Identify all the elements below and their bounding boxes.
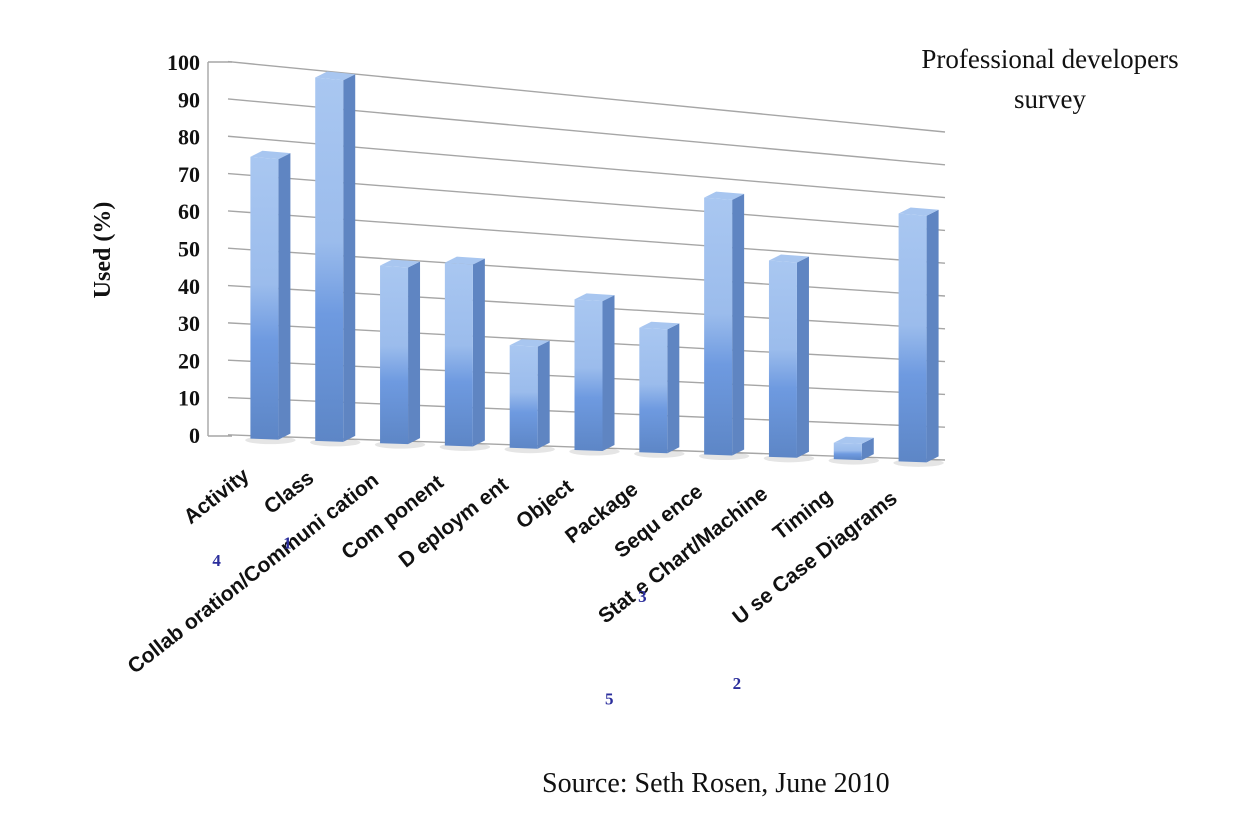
- y-tick-label: 0: [189, 423, 200, 448]
- bar-top: [768, 254, 809, 263]
- rank-annotation: 4: [212, 551, 221, 570]
- bar-side: [343, 74, 356, 442]
- y-tick-label: 20: [178, 348, 200, 373]
- bar-10: [893, 207, 944, 467]
- y-tick-label: 60: [178, 199, 200, 224]
- y-tick-label: 70: [178, 162, 200, 187]
- chart-title-line-2: survey: [1014, 84, 1086, 114]
- bar-top: [444, 256, 485, 265]
- y-tick-label: 80: [178, 125, 200, 150]
- bar-front: [898, 213, 927, 463]
- bar-front: [250, 156, 279, 440]
- bar-side: [861, 437, 874, 461]
- chart-title-line-1: Professional developers: [921, 44, 1179, 74]
- bar-3: [439, 256, 491, 451]
- bar-4: [504, 339, 555, 454]
- y-axis-label: Used (%): [90, 202, 116, 299]
- source-note: Source: Seth Rosen, June 2010: [542, 768, 890, 799]
- bar-front: [380, 265, 409, 445]
- rank-annotations: 4 1 3 5 2: [212, 533, 741, 708]
- y-tick-label: 90: [178, 87, 200, 112]
- bar-top: [833, 436, 874, 444]
- rank-annotation: 1: [283, 533, 292, 552]
- bar-1: [310, 71, 361, 447]
- x-tick-label: Class: [260, 466, 318, 519]
- bar-side: [926, 209, 939, 463]
- bar-0: [245, 150, 296, 445]
- rank-annotation: 3: [638, 587, 647, 606]
- bar-9: [828, 436, 879, 465]
- bar-6: [634, 321, 685, 458]
- bar-top: [704, 191, 745, 200]
- rank-annotation: 5: [605, 689, 614, 708]
- bar-side: [602, 295, 615, 451]
- rank-annotation: 2: [733, 674, 742, 693]
- bar-front: [639, 327, 668, 454]
- gridline-100: [227, 60, 946, 133]
- bar-top: [250, 150, 291, 160]
- y-tick-label: 50: [178, 237, 200, 262]
- y-axis: 0 10 20 30 40 50 60 70 80 90 100: [167, 50, 232, 448]
- bar-top: [509, 339, 550, 347]
- bar-side: [408, 261, 421, 445]
- bar-2: [374, 259, 426, 449]
- bar-side: [796, 256, 809, 458]
- bars: [245, 71, 944, 467]
- y-tick-label: 10: [178, 386, 200, 411]
- bar-top: [574, 293, 615, 302]
- bar-front: [574, 299, 603, 451]
- y-tick-label: 30: [178, 311, 200, 336]
- bar-8: [763, 254, 815, 463]
- bar-side: [667, 323, 680, 454]
- bar-7: [698, 191, 750, 461]
- bar-top: [639, 321, 680, 330]
- bar-side: [472, 258, 485, 447]
- bar-side: [278, 153, 291, 440]
- bar-top: [898, 207, 939, 216]
- x-tick-label: Collab oration/Communi cation: [123, 468, 383, 678]
- x-tick-label: Activity: [180, 464, 254, 529]
- bar-side: [537, 340, 550, 449]
- y-tick-label: 100: [167, 50, 200, 75]
- bar-front: [509, 345, 538, 449]
- bar-front: [704, 197, 733, 456]
- bar-front: [315, 77, 344, 442]
- bar-top: [315, 71, 356, 81]
- bar-side: [732, 193, 745, 456]
- bar-front: [444, 262, 473, 447]
- bar-front: [833, 442, 862, 461]
- bar-5: [569, 293, 620, 456]
- y-tick-label: 40: [178, 274, 200, 299]
- bar-front: [768, 260, 797, 458]
- bar-top: [380, 259, 421, 268]
